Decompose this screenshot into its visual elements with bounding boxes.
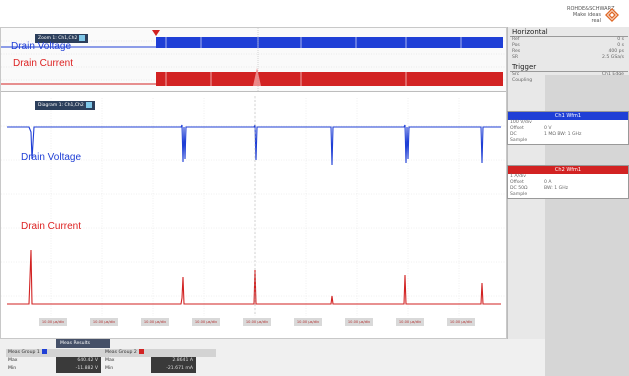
ch1-info-row: Sample: [510, 138, 528, 143]
ch2-info-title: Ch2 Wfm1: [508, 166, 628, 174]
zoom-diagram-title[interactable]: Zoom 1: Ch1,Ch2: [35, 34, 89, 43]
main-diagram-title[interactable]: Diagram 1: Ch1,Ch2: [35, 101, 95, 110]
ch2-info-box[interactable]: Ch2 Wfm1 1 A/div Offset 0 A DC 50Ω BW: 1 GHz…: [507, 165, 629, 199]
ch2-info-row: DC 50Ω BW: 1 GHz: [510, 186, 569, 191]
x-tick-label: 10.00 µs/div: [39, 318, 67, 326]
meas-group-1-label: Meas Group 1: [8, 350, 40, 355]
ch2-waveform: [7, 249, 501, 305]
measurement-panel: Meas Results Meas Group 1 Meas Group 2 M…: [0, 339, 545, 376]
ch1-info-row: Offset 0 V: [510, 126, 552, 131]
waveform-area[interactable]: Zoom 1: Ch1,Ch2 Diagram 1: Ch1,Ch2 Drain…: [0, 27, 507, 339]
horizontal-row: Ref 0 s: [512, 37, 624, 42]
main-diagram-title-text: Diagram 1: Ch1,Ch2: [38, 103, 84, 108]
x-tick-label: 10.00 µs/div: [141, 318, 169, 326]
horizontal-row: SR 2.5 GSa/s: [512, 55, 624, 60]
waveform-canvas: [1, 28, 506, 326]
x-tick-label: 10.00 µs/div: [294, 318, 322, 326]
ch1-info-row: DC 1 MΩ BW: 1 GHz: [510, 132, 582, 137]
ch1-info-title: Ch1 Wfm1: [508, 112, 628, 120]
ch2-info-row: Sample: [510, 192, 528, 197]
brand-logo: ROHDE&SCHWARZ Make ideas real: [567, 6, 619, 24]
zoom-trigger-marker: [152, 30, 160, 36]
meas-row: Max 640.42 V Max 2.8641 A: [6, 357, 216, 365]
diagram-tab-icon[interactable]: [79, 34, 86, 41]
ch1-waveform: [7, 124, 501, 166]
ch1-swatch: [41, 349, 47, 354]
main-ch1-label: Drain Voltage: [21, 152, 82, 163]
ch1-info-box[interactable]: Ch1 Wfm1 100 V/div Offset 0 V DC 1 MΩ BW: 1 …: [507, 111, 629, 145]
logo-line-1: ROHDE&SCHWARZ: [567, 6, 615, 12]
logo-text: ROHDE&SCHWARZ Make ideas real: [567, 6, 615, 24]
top-strip: ROHDE&SCHWARZ Make ideas real: [0, 0, 629, 27]
ch2-info-row: 1 A/div: [510, 174, 526, 179]
main-grid: [1, 98, 506, 316]
x-tick-label: 10.00 µs/div: [90, 318, 118, 326]
x-axis-ticks: 10.00 µs/div 10.00 µs/div 10.00 µs/div 10.0…: [1, 316, 506, 328]
zoom-ch2-gaps: [165, 72, 407, 86]
zoom-ch1-label: Drain Voltage: [11, 41, 72, 52]
horizontal-title: Horizontal: [510, 28, 628, 37]
ch1-info-row: 100 V/div: [510, 120, 532, 125]
x-tick-label: 10.00 µs/div: [396, 318, 424, 326]
meas-table: Meas Group 1 Meas Group 2 Max 640.42 V Max…: [6, 349, 216, 373]
meas-group-2-label: Meas Group 2: [105, 350, 137, 355]
trigger-row: SrcCh1 Edge: [512, 72, 624, 77]
x-tick-label: 10.00 µs/div: [345, 318, 373, 326]
x-tick-label: 10.00 µs/div: [447, 318, 475, 326]
x-tick-label: 10.00 µs/div: [243, 318, 271, 326]
ch2-info-row: Offset 0 A: [510, 180, 552, 185]
ch2-swatch: [138, 349, 144, 354]
logo-icon: [605, 8, 619, 22]
meas-header-row: Meas Group 1 Meas Group 2: [6, 349, 216, 357]
meas-row: Min -11.882 V Min -21.671 mA: [6, 365, 216, 373]
meas-results-tab[interactable]: Meas Results: [56, 339, 110, 348]
trigger-title: Trigger: [510, 63, 628, 72]
zoom-ch2-band: [156, 72, 503, 86]
zoom-current-spike: [253, 68, 261, 86]
x-tick-label: 10.00 µs/div: [192, 318, 220, 326]
zoom-ch1-band: [156, 37, 503, 48]
zoom-diagram-title-text: Zoom 1: Ch1,Ch2: [38, 36, 78, 41]
main-ch2-label: Drain Current: [21, 221, 82, 232]
horizontal-row: Pos 0 s: [512, 43, 624, 48]
zoom-ch2-label: Drain Current: [13, 58, 74, 69]
diagram-tab-icon[interactable]: [85, 101, 92, 108]
logo-line-2: Make ideas real: [572, 12, 601, 24]
horizontal-row: Res 400 ps: [512, 49, 624, 54]
